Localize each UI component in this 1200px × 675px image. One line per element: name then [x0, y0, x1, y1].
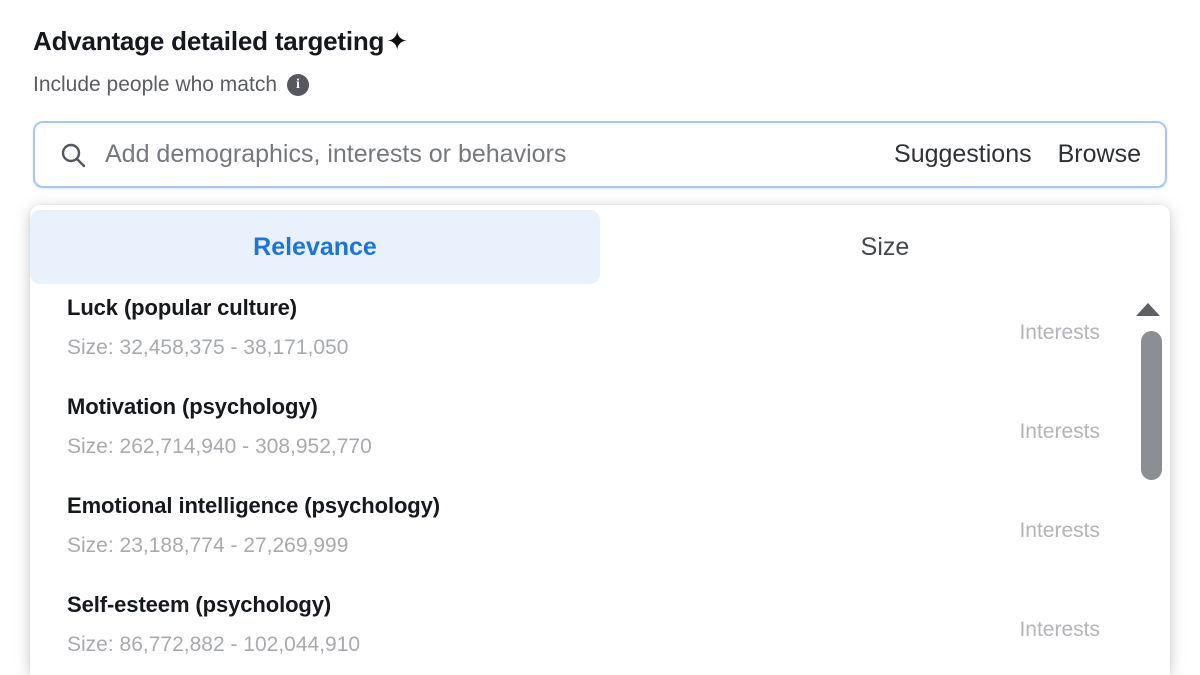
- tab-size[interactable]: Size: [860, 232, 910, 261]
- result-name: Self-esteem (psychology): [67, 592, 332, 617]
- result-name: Motivation (psychology): [67, 394, 318, 419]
- result-size: Size: 86,772,882 - 102,044,910: [67, 633, 361, 656]
- result-row-motivation[interactable]: Motivation (psychology) Size: 262,714,94…: [30, 387, 1170, 486]
- page-title: Advantage detailed targeting ✦: [33, 26, 408, 57]
- browse-button[interactable]: Browse: [1057, 140, 1141, 168]
- search-input[interactable]: [105, 140, 895, 169]
- result-row-luck[interactable]: Luck (popular culture) Size: 32,458,375 …: [30, 288, 1170, 387]
- result-row-emotional-intelligence[interactable]: Emotional intelligence (psychology) Size…: [30, 486, 1170, 585]
- suggestions-button[interactable]: Suggestions: [894, 140, 1032, 168]
- suggestions-dropdown-panel: Relevance Size Luck (popular culture) Si…: [30, 205, 1170, 675]
- result-row-self-esteem[interactable]: Self-esteem (psychology) Size: 86,772,88…: [30, 585, 1170, 675]
- result-category-badge: Interests: [1019, 420, 1100, 443]
- result-name: Luck (popular culture): [67, 295, 298, 320]
- tab-relevance[interactable]: Relevance: [30, 210, 600, 284]
- scrollbar-thumb[interactable]: [1141, 331, 1162, 480]
- result-category-badge: Interests: [1019, 618, 1100, 641]
- result-size: Size: 23,188,774 - 27,269,999: [67, 534, 349, 557]
- info-icon[interactable]: i: [287, 74, 309, 96]
- result-size: Size: 262,714,940 - 308,952,770: [67, 435, 372, 458]
- sparkle-icon: ✦: [386, 25, 408, 56]
- result-category-badge: Interests: [1019, 321, 1100, 344]
- search-icon: [59, 141, 87, 169]
- result-list: Luck (popular culture) Size: 32,458,375 …: [30, 288, 1170, 675]
- sort-tabs: Relevance Size: [30, 210, 1170, 284]
- result-category-badge: Interests: [1019, 519, 1100, 542]
- result-size: Size: 32,458,375 - 38,171,050: [67, 336, 349, 359]
- scroll-up-arrow-icon[interactable]: [1136, 303, 1160, 316]
- search-actions: Suggestions Browse: [894, 140, 1141, 169]
- include-people-label: Include people who match i: [33, 73, 309, 97]
- page-title-text: Advantage detailed targeting: [33, 26, 385, 56]
- include-people-text: Include people who match: [33, 73, 277, 96]
- targeting-search-bar: Suggestions Browse: [33, 121, 1167, 188]
- result-name: Emotional intelligence (psychology): [67, 493, 440, 518]
